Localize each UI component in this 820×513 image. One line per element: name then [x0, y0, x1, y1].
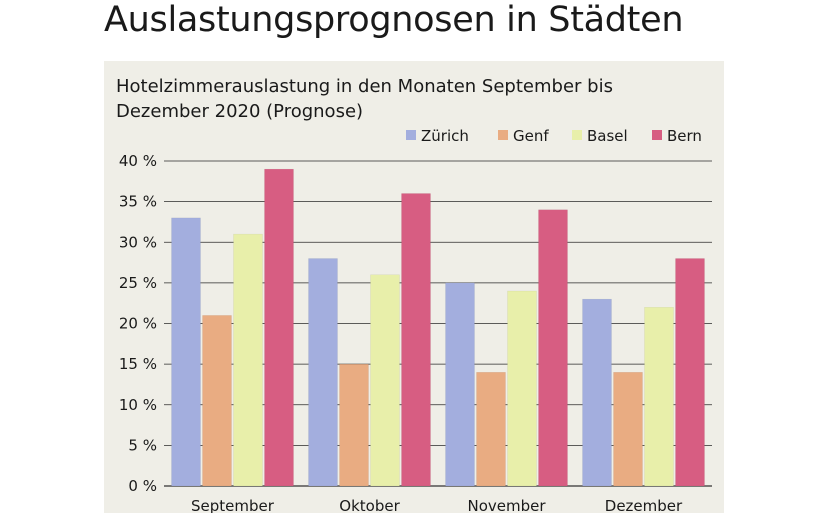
legend-swatch: [652, 130, 662, 140]
y-tick-label: 10 %: [119, 396, 157, 414]
legend-label: Genf: [513, 127, 549, 145]
bar-genf: [202, 315, 232, 487]
bar-basel: [233, 233, 263, 487]
y-tick-label: 0 %: [128, 477, 157, 495]
bar-bern: [401, 193, 431, 487]
bar-zrich: [582, 298, 612, 487]
bar-genf: [339, 363, 369, 487]
bar-zrich: [308, 258, 338, 487]
legend-swatch: [406, 130, 416, 140]
x-category-label: Dezember: [605, 497, 683, 513]
y-tick-label: 15 %: [119, 355, 157, 373]
legend-swatch: [572, 130, 582, 140]
legend-swatch: [498, 130, 508, 140]
y-tick-label: 20 %: [119, 315, 157, 333]
bar-bern: [675, 258, 705, 487]
x-category-label: November: [467, 497, 546, 513]
bar-basel: [370, 274, 400, 487]
y-tick-label: 25 %: [119, 274, 157, 292]
page-title: Auslastungsprognosen in Städten: [104, 0, 684, 40]
bar-zrich: [445, 282, 475, 487]
chart-title: Hotelzimmerauslastung in den Monaten Sep…: [116, 76, 613, 122]
bar-bern: [264, 168, 294, 487]
chart-panel: Hotelzimmerauslastung in den Monaten Sep…: [104, 61, 724, 513]
bar-genf: [476, 372, 506, 487]
bar-chart: 0 % 5 % 10 % 15 % 20 % 25 % 30 % 35 % 40 % Septem…: [119, 127, 712, 513]
y-tick-label: 35 %: [119, 193, 157, 211]
y-tick-label: 5 %: [128, 436, 157, 454]
legend-label: Bern: [667, 127, 702, 145]
legend-label: Zürich: [421, 127, 469, 145]
x-category-label: September: [191, 497, 275, 513]
y-tick-label: 30 %: [119, 233, 157, 251]
x-category-label: Oktober: [339, 497, 400, 513]
y-tick-label: 40 %: [119, 152, 157, 170]
bar-basel: [644, 307, 674, 487]
bar-genf: [613, 372, 643, 487]
bar-zrich: [171, 217, 201, 487]
bar-bern: [538, 209, 568, 487]
bar-basel: [507, 290, 537, 487]
legend-label: Basel: [587, 127, 628, 145]
